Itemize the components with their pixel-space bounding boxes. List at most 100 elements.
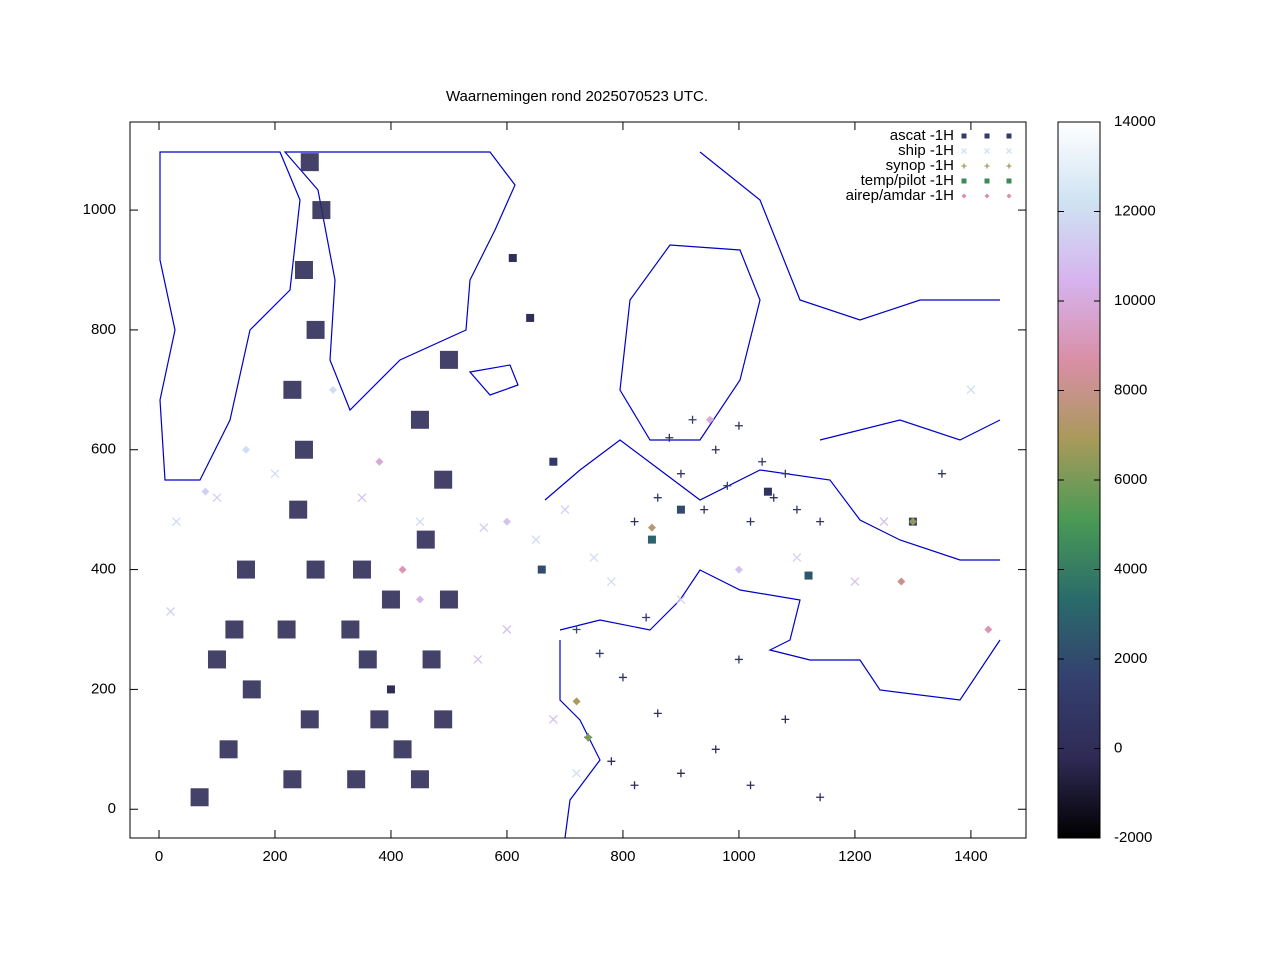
ship-point [792, 553, 802, 563]
ascat-point [207, 650, 226, 669]
airep-point [584, 733, 593, 742]
ship-point [560, 505, 570, 515]
temp-point [537, 565, 546, 574]
synop-point [653, 493, 662, 502]
temp-point [984, 133, 990, 139]
ascat-point [289, 500, 308, 519]
synop-point [792, 505, 801, 514]
temp-point [549, 457, 558, 466]
ascat-point [393, 740, 412, 759]
colorbar-tick-label: 8000 [1114, 381, 1147, 398]
ascat-point [283, 380, 302, 399]
airep-point [241, 445, 250, 454]
temp-point [804, 571, 813, 580]
synop-point [607, 757, 616, 766]
ascat-point [370, 710, 389, 729]
x-tick-label: 400 [378, 848, 403, 865]
ascat-point [294, 440, 313, 459]
ship-point [961, 148, 967, 154]
ship-point [676, 595, 686, 604]
ship-point [606, 577, 616, 587]
ship-point [479, 523, 489, 533]
colorbar-tick-label: -2000 [1114, 829, 1152, 846]
synop-point [653, 709, 662, 718]
synop-point [961, 163, 967, 169]
airep-point [705, 415, 714, 424]
ascat-point [422, 650, 441, 669]
ship-point [984, 148, 990, 154]
airep-point [734, 565, 743, 574]
ascat-point [306, 320, 325, 339]
y-tick-label: 0 [108, 800, 116, 817]
ascat-point [306, 560, 325, 579]
synop-point [734, 421, 743, 430]
y-tick-label: 400 [91, 561, 116, 578]
airep-point [984, 193, 990, 199]
temp-point [763, 487, 772, 496]
airep-point [572, 697, 581, 706]
temp-point [676, 505, 685, 514]
x-tick-label: 200 [262, 848, 287, 865]
airep-point [897, 577, 906, 586]
temp-point [984, 178, 990, 184]
x-tick-label: 1400 [954, 848, 987, 865]
ship-point [850, 577, 860, 587]
ascat-point [312, 201, 331, 220]
synop-point [630, 781, 639, 790]
ascat-point [294, 260, 313, 279]
ascat-point [358, 650, 377, 669]
ship-point [589, 553, 599, 563]
ascat-point [434, 710, 453, 729]
legend-label: synop -1H [886, 157, 954, 174]
ascat-point [190, 788, 209, 807]
synop-point [758, 457, 767, 466]
synop-point [711, 745, 720, 754]
synop-point [816, 517, 825, 526]
ascat-point [225, 620, 244, 639]
synop-point [781, 469, 790, 478]
ascat-point [277, 620, 296, 639]
ascat-point [439, 350, 458, 369]
colorbar-tick-label: 14000 [1114, 113, 1156, 130]
coastline [544, 439, 1000, 561]
temp-point [1006, 133, 1012, 139]
synop-point [665, 433, 674, 442]
ascat-point [410, 410, 429, 429]
synop-point [816, 793, 825, 802]
coastline [468, 364, 519, 396]
synop-point [746, 517, 755, 526]
airep-point [1006, 193, 1012, 199]
ship-point [270, 469, 280, 479]
synop-point [700, 505, 709, 514]
temp-point [526, 313, 535, 322]
ship-point [1006, 148, 1012, 154]
synop-point [984, 163, 990, 169]
y-tick-label: 200 [91, 680, 116, 697]
coastline [699, 151, 1001, 441]
ascat-point [416, 530, 435, 549]
synop-point [746, 781, 755, 790]
coastline [619, 244, 761, 441]
synop-point [630, 517, 639, 526]
ascat-point [300, 153, 319, 172]
synop-point [734, 655, 743, 664]
ship-point [212, 493, 222, 503]
airep-point [502, 517, 511, 526]
synop-point [572, 625, 581, 634]
airep-point [908, 517, 917, 526]
ship-point [166, 607, 176, 616]
plot-frame [129, 121, 1027, 839]
ascat-point [341, 620, 360, 639]
coastline [559, 640, 601, 838]
ship-point [415, 517, 425, 527]
temp-point [1006, 178, 1012, 184]
ascat-point [439, 590, 458, 609]
legend-label: ship -1H [898, 142, 954, 159]
temp-point [961, 178, 967, 184]
synop-point [642, 613, 651, 622]
synop-point [723, 481, 732, 490]
ascat-point [236, 560, 255, 579]
y-tick-label: 600 [91, 441, 116, 458]
ship-point [502, 625, 512, 634]
